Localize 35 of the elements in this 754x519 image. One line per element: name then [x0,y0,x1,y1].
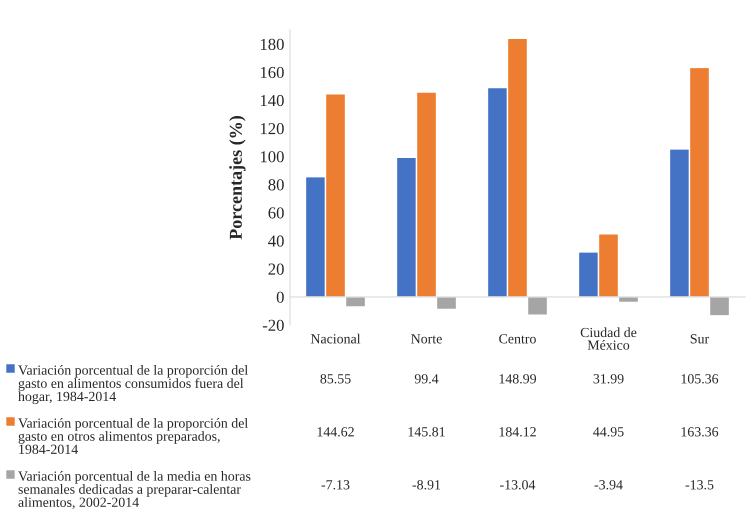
y-tick-label: 40 [268,235,284,247]
y-tick-label: 180 [260,38,284,50]
data-label: 85.55 [320,374,351,384]
x-tick-label: Sur [690,334,710,344]
legend-label: Variación porcentual de la proporción del gasto en otros alimentos preparados, 1984-2014 [18,418,248,454]
data-label: 105.36 [682,374,718,384]
x-tick-label: Norte [411,334,442,344]
y-tick-label: 60 [268,207,284,219]
y-tick-label: 0 [276,292,284,303]
data-label: 163.36 [682,427,718,437]
data-label: -7.13 [322,480,350,490]
data-label: -3.94 [594,480,623,490]
y-tick-label: -20 [262,320,284,331]
data-label: 148.99 [500,374,536,384]
legend-label: Variación porcentual de la media en horas semanales dedicadas a preparar-calentar alimentos, 2002-2014 [18,471,250,509]
y-tick-label: 80 [268,179,284,190]
y-axis-title: Porcentajes (%) [229,116,246,240]
data-label: 144.62 [318,427,354,437]
data-label: 99.4 [414,374,438,384]
x-tick-label: Nacional [310,334,360,344]
y-tick-label: 160 [260,66,284,78]
y-tick-label: 120 [260,123,284,134]
legend-label: Variación porcentual de la proporción del gasto en alimentos consumidos fuera del hogar, 1984-2014 [18,365,248,404]
data-label: 44.95 [593,427,624,437]
y-tick-label: 20 [268,264,284,275]
data-label: -13.5 [686,480,714,490]
y-tick-label: 140 [260,94,284,106]
data-label: -13.04 [500,480,536,490]
data-label: 145.81 [408,427,445,437]
y-tick-label: 100 [260,151,284,162]
data-label: -8.91 [412,480,440,490]
data-label: 31.99 [594,374,624,384]
x-tick-label: Centro [499,334,536,344]
data-label: 184.12 [500,427,536,437]
x-tick-label: Ciudad de México [580,327,636,350]
